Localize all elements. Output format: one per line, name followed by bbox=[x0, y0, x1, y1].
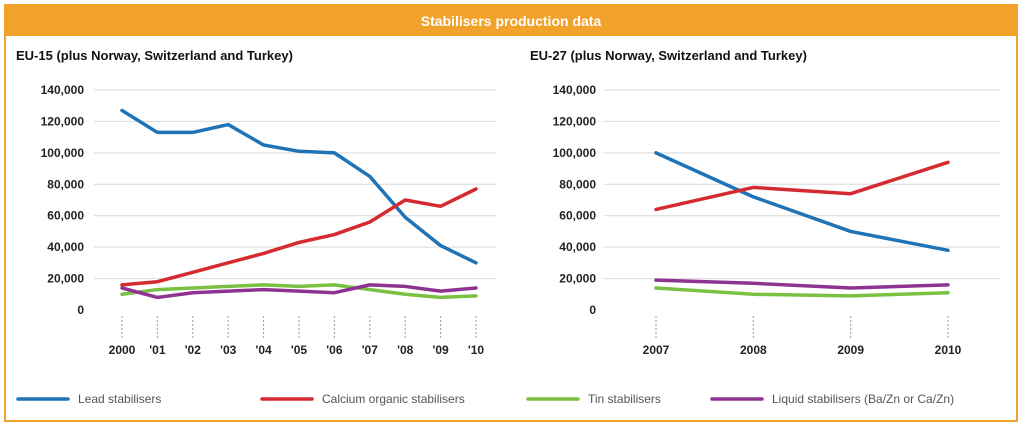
x-tick-label: 2000 bbox=[109, 343, 136, 357]
y-tick-label: 40,000 bbox=[47, 240, 84, 254]
x-tick-label: '10 bbox=[468, 343, 485, 357]
y-tick-label: 20,000 bbox=[47, 272, 84, 286]
x-tick-label: '02 bbox=[185, 343, 202, 357]
x-tick-label: 2010 bbox=[935, 343, 962, 357]
series-line-liquid bbox=[654, 278, 950, 290]
series-line-lead bbox=[654, 151, 950, 253]
series-line-calcium bbox=[654, 160, 950, 212]
series-line-tin bbox=[654, 286, 950, 298]
y-tick-label: 140,000 bbox=[553, 83, 597, 97]
y-tick-label: 80,000 bbox=[47, 177, 84, 191]
legend-label-calcium: Calcium organic stabilisers bbox=[322, 392, 465, 406]
series-line-liquid bbox=[120, 283, 478, 300]
y-tick-label: 60,000 bbox=[47, 209, 84, 223]
y-tick-label: 0 bbox=[77, 303, 84, 317]
figure-title: Stabilisers production data bbox=[6, 6, 1016, 36]
series-line-lead bbox=[120, 108, 478, 265]
y-tick-label: 20,000 bbox=[559, 272, 596, 286]
y-tick-label: 100,000 bbox=[41, 146, 85, 160]
x-tick-label: '07 bbox=[362, 343, 379, 357]
y-tick-label: 80,000 bbox=[559, 177, 596, 191]
x-tick-label: '03 bbox=[220, 343, 237, 357]
y-tick-label: 60,000 bbox=[559, 209, 596, 223]
x-tick-label: 2007 bbox=[643, 343, 670, 357]
y-tick-label: 120,000 bbox=[553, 114, 597, 128]
x-tick-label: '05 bbox=[291, 343, 308, 357]
figure-frame: Stabilisers production data bbox=[4, 4, 1018, 422]
y-tick-label: 40,000 bbox=[559, 240, 596, 254]
x-tick-label: 2008 bbox=[740, 343, 767, 357]
y-tick-label: 120,000 bbox=[41, 114, 85, 128]
panel-title-eu27: EU-27 (plus Norway, Switzerland and Turk… bbox=[530, 48, 807, 63]
series-line-calcium bbox=[120, 187, 478, 287]
x-tick-label: '01 bbox=[149, 343, 166, 357]
x-tick-label: '08 bbox=[397, 343, 414, 357]
x-tick-label: '06 bbox=[326, 343, 343, 357]
x-tick-label: 2009 bbox=[837, 343, 864, 357]
x-tick-label: '09 bbox=[432, 343, 449, 357]
y-tick-label: 140,000 bbox=[41, 83, 85, 97]
legend-label-liquid: Liquid stabilisers (Ba/Zn or Ca/Zn) bbox=[772, 392, 954, 406]
series-line-tin bbox=[120, 283, 478, 300]
x-tick-label: '04 bbox=[255, 343, 272, 357]
y-tick-label: 0 bbox=[589, 303, 596, 317]
y-tick-label: 100,000 bbox=[553, 146, 597, 160]
legend-label-lead: Lead stabilisers bbox=[78, 392, 161, 406]
panel-title-eu15: EU-15 (plus Norway, Switzerland and Turk… bbox=[16, 48, 293, 63]
legend-label-tin: Tin stabilisers bbox=[588, 392, 661, 406]
